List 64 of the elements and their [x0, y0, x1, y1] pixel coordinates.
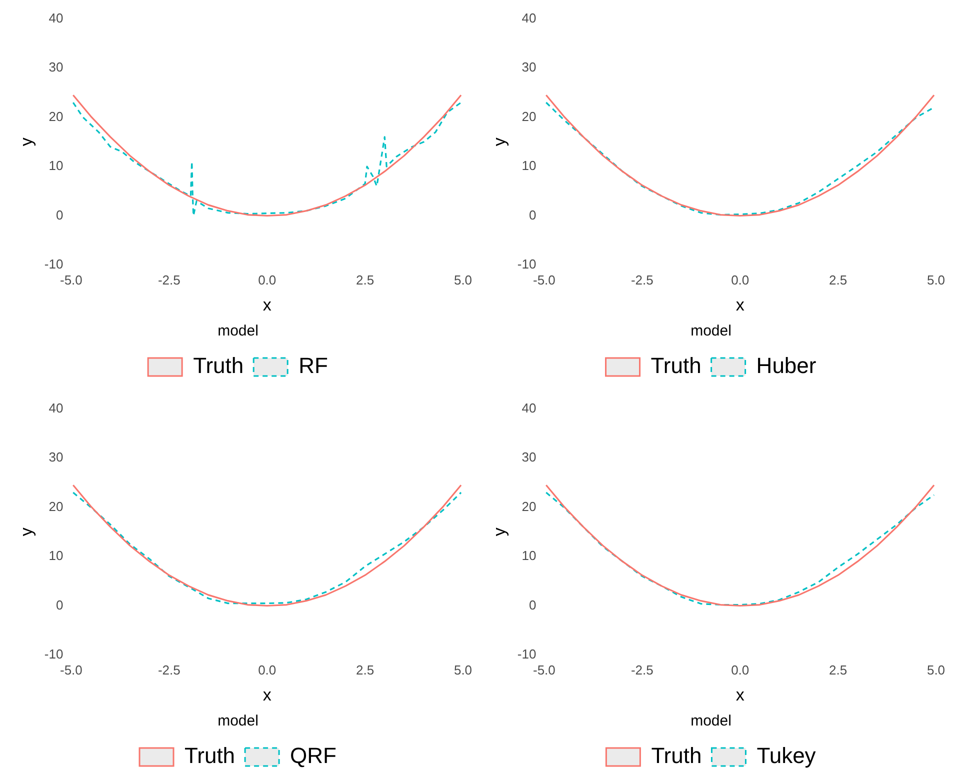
x-tick-label: -2.5 — [630, 662, 654, 678]
x-tick-label: 5.0 — [926, 272, 946, 288]
y-tick-label: 40 — [48, 400, 64, 416]
x-axis-title: x — [262, 295, 272, 314]
x-tick-label: -5.0 — [532, 662, 556, 678]
y-tick-label: 30 — [48, 60, 64, 75]
y-tick-label: 0 — [56, 597, 64, 612]
x-tick-label: 5.0 — [454, 662, 472, 678]
y-tick-label: 0 — [528, 207, 536, 222]
legend-title: model — [690, 322, 732, 340]
x-tick-label: 5.0 — [454, 272, 472, 288]
x-tick-label: -2.5 — [158, 662, 180, 678]
legend-label: Truth — [193, 353, 244, 378]
legend-label: Truth — [651, 743, 702, 768]
x-tick-label: 0.0 — [731, 272, 750, 288]
y-tick-label: 20 — [48, 498, 64, 514]
x-tick-label: 2.5 — [829, 272, 848, 288]
y-tick-label: 10 — [522, 158, 536, 174]
y-tick-label: 30 — [48, 450, 64, 465]
legend-title: model — [218, 712, 258, 730]
y-tick-label: 20 — [48, 108, 64, 124]
x-tick-label: -5.0 — [60, 272, 82, 288]
x-tick-label: -2.5 — [158, 272, 180, 288]
y-tick-label: 10 — [48, 548, 64, 564]
y-tick-label: 20 — [522, 108, 536, 124]
x-tick-label: -5.0 — [60, 662, 82, 678]
x-axis-title: x — [736, 295, 745, 314]
y-tick-label: 20 — [522, 498, 536, 514]
legend-label: Tukey — [756, 743, 816, 768]
y-tick-label: -10 — [44, 256, 64, 272]
x-tick-label: -5.0 — [532, 272, 556, 288]
y-tick-label: 30 — [522, 60, 536, 75]
legend-title: model — [690, 712, 732, 730]
y-tick-label: -10 — [44, 646, 64, 662]
legend-label: QRF — [290, 743, 336, 768]
legend-title: model — [218, 322, 258, 340]
y-tick-label: 0 — [528, 597, 536, 612]
y-axis-title: y — [490, 527, 509, 536]
x-tick-label: -2.5 — [630, 272, 654, 288]
x-tick-label: 2.5 — [356, 272, 374, 288]
x-axis-title: x — [736, 685, 745, 704]
y-axis-title: y — [16, 527, 36, 536]
y-tick-label: -10 — [517, 256, 536, 272]
y-tick-label: 30 — [522, 450, 536, 465]
x-axis-title: x — [262, 685, 272, 704]
x-tick-label: 2.5 — [356, 662, 374, 678]
x-tick-label: 0.0 — [258, 662, 276, 678]
y-tick-label: -10 — [517, 646, 536, 662]
legend-label: Truth — [184, 743, 236, 768]
y-tick-label: 0 — [56, 207, 64, 222]
x-tick-label: 0.0 — [258, 272, 276, 288]
x-tick-label: 5.0 — [926, 662, 946, 678]
x-tick-label: 2.5 — [829, 662, 848, 678]
y-tick-label: 40 — [48, 10, 64, 26]
y-tick-label: 40 — [522, 400, 536, 416]
legend-label: Truth — [650, 353, 702, 378]
x-tick-label: 0.0 — [731, 662, 750, 678]
y-axis-title: y — [16, 137, 36, 146]
y-tick-label: 40 — [522, 10, 536, 26]
y-tick-label: 10 — [522, 548, 536, 564]
y-axis-title: y — [490, 137, 509, 146]
legend-label: Huber — [756, 353, 816, 378]
legend-label: RF — [298, 353, 328, 378]
y-tick-label: 10 — [48, 158, 64, 174]
